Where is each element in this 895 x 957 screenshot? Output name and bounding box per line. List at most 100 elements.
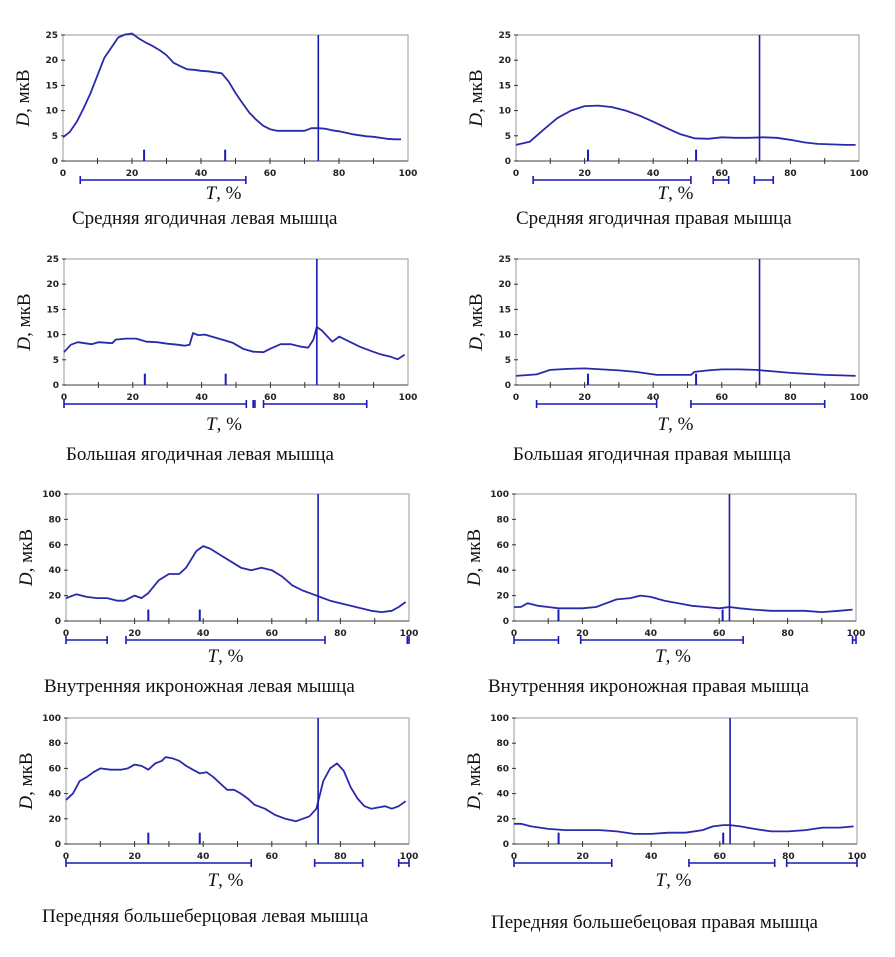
- y-tick-label: 5: [505, 132, 511, 142]
- activity-bar: [397, 859, 410, 867]
- activity-bar: [313, 859, 364, 867]
- y-axis-label: D, мкВ: [464, 752, 485, 810]
- y-tick-label: 80: [496, 739, 509, 749]
- chart-caption: Внутренняя икроножная правая мышца: [488, 676, 809, 697]
- y-tick-label: 20: [45, 56, 58, 66]
- x-tick-label: 100: [848, 852, 867, 862]
- x-tick-label: 20: [126, 169, 139, 179]
- x-tick-label: 80: [784, 393, 797, 403]
- chart-caption: Средняя ягодичная левая мышца: [72, 208, 338, 229]
- y-tick-label: 10: [498, 331, 511, 341]
- y-tick-label: 20: [46, 280, 59, 290]
- y-tick-label: 40: [48, 566, 61, 576]
- x-tick-label: 100: [847, 629, 866, 639]
- y-tick-label: 100: [42, 490, 61, 500]
- chart-panel-3: 0 5 10 15 20 25 0 20 40 60 80 100 D, мкВ: [14, 255, 417, 408]
- emg-curve: [65, 545, 407, 613]
- x-tick-label: 80: [333, 393, 346, 403]
- y-tick-label: 100: [490, 714, 509, 724]
- x-tick-label: 100: [850, 169, 869, 179]
- x-tick-label: 60: [264, 393, 277, 403]
- x-tick-label: 0: [513, 169, 519, 179]
- y-tick-label: 0: [52, 157, 58, 167]
- y-tick-label: 5: [505, 356, 511, 366]
- y-tick-label: 100: [42, 714, 61, 724]
- chart-panel-7: 0 20 40 60 80 100 0 20 40 60 80 100 D, мкВ: [16, 714, 418, 867]
- y-tick-label: 60: [48, 764, 61, 774]
- x-axis-label: T, %: [207, 870, 244, 891]
- emg-curve: [515, 367, 856, 377]
- activity-bar: [513, 636, 560, 644]
- activity-bar: [688, 859, 776, 867]
- x-tick-label: 100: [400, 629, 419, 639]
- y-tick-label: 0: [505, 157, 511, 167]
- y-axis-label: D, мкВ: [16, 752, 37, 810]
- y-tick-label: 80: [48, 515, 61, 525]
- activity-bar: [532, 176, 692, 184]
- y-tick-label: 10: [45, 107, 58, 117]
- chart-caption: Передняя большеберцовая левая мышца: [42, 906, 369, 927]
- y-axis-label: D, мкВ: [466, 293, 487, 351]
- plot-frame: [62, 34, 409, 162]
- y-tick-label: 40: [496, 566, 509, 576]
- y-tick-label: 0: [53, 381, 59, 391]
- x-tick-label: 40: [195, 169, 208, 179]
- x-tick-label: 60: [266, 629, 279, 639]
- chart-panel-5: 0 20 40 60 80 100 0 20 40 60 80 100 D, мкВ: [16, 490, 418, 644]
- y-tick-label: 0: [503, 617, 509, 627]
- y-tick-label: 25: [498, 31, 511, 41]
- x-tick-label: 60: [713, 629, 726, 639]
- y-tick-label: 0: [55, 617, 61, 627]
- x-tick-label: 80: [334, 629, 347, 639]
- x-tick-label: 60: [264, 169, 277, 179]
- chart-panel-6: 0 20 40 60 80 100 0 20 40 60 80 100 D, мкВ: [464, 490, 865, 644]
- x-tick-label: 20: [128, 852, 141, 862]
- chart-panel-4: 0 5 10 15 20 25 0 20 40 60 80 100 D, мкВ: [466, 255, 868, 408]
- y-tick-label: 15: [45, 81, 58, 91]
- y-tick-label: 20: [498, 56, 511, 66]
- x-tick-label: 40: [647, 393, 660, 403]
- chart-panel-2: 0 5 10 15 20 25 0 20 40 60 80 100 D, мкВ: [466, 31, 868, 184]
- activity-bar: [690, 400, 826, 408]
- emg-curve: [514, 822, 854, 835]
- chart-caption: Большая ягодичная правая мышца: [513, 444, 792, 465]
- chart-caption: Большая ягодичная левая мышца: [66, 444, 334, 465]
- x-axis-label: T, %: [655, 870, 692, 891]
- plot-frame: [515, 258, 860, 386]
- y-tick-label: 20: [496, 592, 509, 602]
- emg-curve: [65, 756, 407, 823]
- y-axis-label: D, мкВ: [13, 69, 34, 127]
- x-tick-label: 20: [576, 629, 589, 639]
- y-tick-label: 60: [496, 541, 509, 551]
- x-tick-label: 0: [513, 393, 519, 403]
- x-tick-label: 0: [63, 852, 69, 862]
- y-tick-label: 60: [496, 764, 509, 774]
- y-tick-label: 40: [48, 790, 61, 800]
- x-tick-label: 20: [127, 393, 140, 403]
- y-tick-label: 100: [490, 490, 509, 500]
- activity-bar: [125, 636, 326, 644]
- plot-frame: [513, 717, 858, 845]
- activity-bar: [252, 400, 256, 408]
- y-tick-label: 15: [498, 305, 511, 315]
- chart-caption: Средняя ягодичная правая мышца: [516, 208, 792, 229]
- y-tick-label: 40: [496, 790, 509, 800]
- emg-curve: [63, 326, 406, 361]
- y-axis-label: D, мкВ: [14, 293, 35, 351]
- emg-curve: [62, 32, 402, 141]
- x-axis-label: T, %: [207, 646, 244, 667]
- x-axis-label: T, %: [657, 414, 694, 435]
- activity-bar: [406, 636, 410, 644]
- y-axis-label: D, мкВ: [464, 529, 485, 587]
- y-tick-label: 60: [48, 541, 61, 551]
- activity-bar: [262, 400, 368, 408]
- x-axis-label: T, %: [205, 183, 242, 204]
- x-tick-label: 0: [511, 629, 517, 639]
- y-tick-label: 5: [52, 132, 58, 142]
- x-tick-label: 0: [60, 169, 66, 179]
- x-tick-label: 20: [578, 169, 591, 179]
- x-tick-label: 20: [576, 852, 589, 862]
- activity-bar: [65, 859, 253, 867]
- activity-bar: [63, 400, 248, 408]
